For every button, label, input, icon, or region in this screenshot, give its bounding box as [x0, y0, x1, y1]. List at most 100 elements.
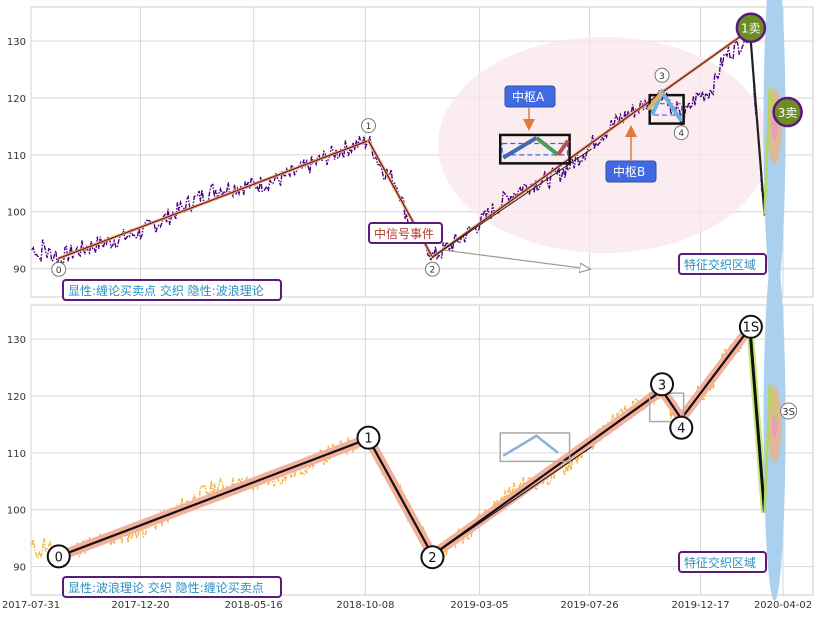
zs-b-seg2	[646, 91, 664, 111]
zhongshu-a-faded	[499, 432, 571, 463]
x-tick-label: 2018-10-08	[336, 600, 394, 611]
signal-label: 中信号事件	[368, 222, 443, 244]
zhongshu-a-label: 中枢A	[504, 85, 556, 131]
y-tick-label: 100	[7, 506, 26, 517]
bi-line	[431, 91, 663, 258]
top-structure	[57, 0, 786, 303]
wave-label: 2	[428, 551, 436, 566]
zone-label-bottom: 特征交织区域	[678, 551, 767, 573]
zs-a-seg3	[556, 139, 570, 156]
caption-top: 显性:缠论买卖点 交织 隐性:波浪理论	[62, 279, 282, 301]
point-label: 3	[659, 72, 665, 82]
x-tick-label: 2017-12-20	[111, 600, 169, 611]
wave-marker: 4	[669, 415, 694, 440]
sell-circle	[735, 12, 767, 43]
wave-circle	[46, 544, 71, 569]
zone-label-top-text: 特征交织区域	[684, 257, 756, 272]
bottom-structure	[53, 248, 786, 601]
sell-marker: 3卖	[772, 96, 803, 128]
y-tick-label: 90	[13, 563, 26, 574]
point-circle	[51, 261, 67, 277]
wave-label: 0	[55, 550, 63, 565]
bottom-grid	[30, 305, 813, 595]
y-tick-label: 120	[7, 94, 26, 105]
top-panel: 90 100 110 120 130 0 1 2 3 4 1卖 3卖	[7, 0, 814, 303]
y-tick-label: 90	[13, 265, 26, 276]
x-tick-label: 2019-12-17	[671, 600, 729, 611]
point-marker: 2	[424, 261, 440, 277]
bottom-plot-area	[30, 304, 814, 596]
sell-drop-line	[748, 327, 767, 513]
point-label: 0	[56, 266, 62, 276]
zhongshu-b-inner	[651, 103, 683, 116]
zhongshu-b-text: 中枢B	[613, 164, 645, 179]
y-tick-label: 120	[7, 392, 26, 403]
wave-label: 3S	[782, 407, 795, 418]
zs-a-seg2	[535, 136, 560, 157]
x-axis-ticks: 2017-07-31 2017-12-20 2018-05-16 2018-10-08…	[2, 600, 812, 611]
caption-bottom: 显性:波浪理论 交织 隐性:缠论买卖点	[62, 576, 282, 598]
y-tick-label: 130	[7, 37, 26, 48]
point-label: 2	[430, 266, 436, 276]
sell-drop-line	[748, 28, 766, 216]
signal-label-text: 中信号事件	[374, 226, 434, 241]
point-circle	[360, 118, 376, 134]
x-tick-label: 2020-04-02	[754, 600, 812, 611]
y-tick-label: 110	[7, 449, 26, 460]
sell-circle	[772, 96, 803, 128]
point-circle	[654, 67, 670, 83]
wave-circle	[738, 314, 763, 339]
wave-line	[367, 437, 434, 557]
wave-circle	[780, 402, 798, 420]
bi-line	[661, 29, 751, 93]
x-tick-label: 2019-07-26	[561, 600, 619, 611]
zone-label-bottom-text: 特征交织区域	[684, 555, 756, 570]
top-y-ticks: 90 100 110 120 130	[7, 37, 26, 275]
caption-top-text: 显性:缠论买卖点 交织 隐性:波浪理论	[68, 283, 264, 298]
wave-line	[57, 437, 370, 558]
wave-label: 1	[364, 432, 372, 447]
point-label: 1	[366, 122, 372, 132]
wave-label: 3	[658, 378, 666, 393]
zone-wave	[763, 384, 778, 513]
wave-label: 4	[677, 422, 685, 437]
zhongshu-a-text: 中枢A	[512, 89, 545, 104]
bottom-y-ticks: 90 100 110 120 130	[7, 335, 26, 573]
bi-line	[431, 148, 592, 258]
wave-thin	[431, 446, 592, 556]
point-marker: 4	[673, 125, 689, 141]
sell-label: 1卖	[741, 22, 761, 36]
wave-thin	[431, 389, 663, 556]
zone-label-top: 特征交织区域	[678, 253, 767, 275]
point-label: 4	[678, 129, 684, 139]
top-point-labels: 0 1 2 3 4 1卖 3卖	[51, 12, 803, 277]
point-marker: 3	[654, 67, 670, 83]
wave-marker: 2	[420, 545, 445, 570]
wave-circle	[650, 372, 675, 397]
x-tick-label: 2017-07-31	[2, 600, 60, 611]
caption-bottom-text: 显性:波浪理论 交织 隐性:缠论买卖点	[68, 580, 264, 595]
sell-label: 3卖	[778, 106, 798, 120]
x-tick-label: 2018-05-16	[225, 600, 283, 611]
zs-a-seg1	[502, 136, 538, 160]
point-marker: 1	[360, 118, 376, 134]
y-tick-label: 110	[7, 151, 26, 162]
zhongshu-a-inner	[501, 142, 569, 156]
wave-marker: 3S	[780, 402, 798, 420]
wave-marker: 3	[650, 372, 675, 397]
point-circle	[424, 261, 440, 277]
y-tick-label: 100	[7, 208, 26, 219]
wave-label: 1S	[743, 321, 760, 336]
x-tick-label: 2019-03-05	[450, 600, 508, 611]
bottom-point-labels: 0 1 2 3 4 1S 3S	[46, 314, 798, 570]
wave-line	[680, 326, 751, 420]
signal-arrow	[444, 249, 590, 269]
wave-circle	[420, 545, 445, 570]
zhongshu-a-box	[498, 133, 571, 165]
bottom-panel: 90 100 110 120 1 3 0 0 1 2 3 4 1S 3S	[7, 248, 814, 601]
bi-line	[58, 140, 369, 259]
zhongshu-b-label: 中枢B	[605, 125, 657, 183]
zs-a-faded-seg	[502, 434, 559, 457]
wave-marker: 0	[46, 544, 71, 569]
